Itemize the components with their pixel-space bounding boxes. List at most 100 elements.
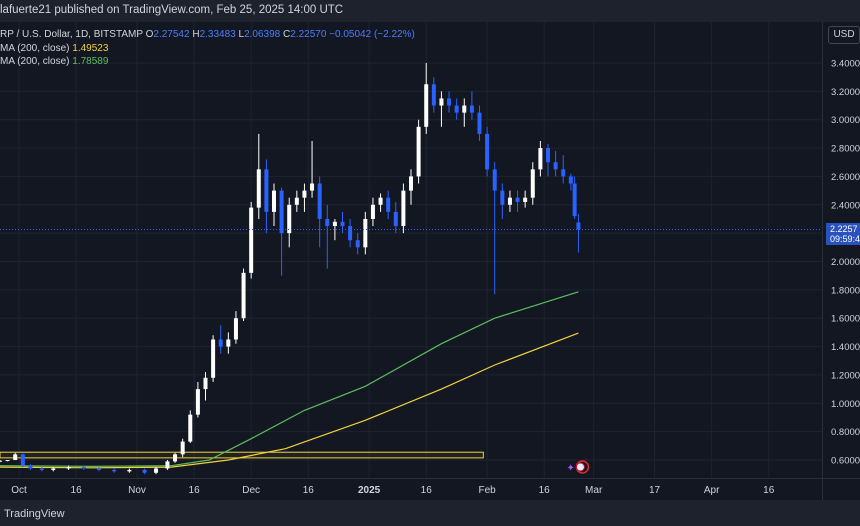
ma-green-legend[interactable]: MA (200, close) 1.78589: [0, 56, 108, 67]
candle-body[interactable]: [195, 389, 200, 415]
candle-body[interactable]: [325, 218, 330, 227]
candle-body[interactable]: [523, 197, 528, 202]
x-tick-label: 16: [303, 485, 315, 496]
candle-body[interactable]: [0, 460, 2, 462]
last-price-value: 2.2257: [830, 224, 858, 234]
candle-body[interactable]: [401, 190, 406, 227]
candle-body[interactable]: [485, 133, 490, 170]
candle-body[interactable]: [180, 441, 185, 455]
candle-body[interactable]: [492, 169, 497, 191]
candle-body[interactable]: [154, 468, 159, 473]
x-tick-label: 16: [763, 485, 775, 496]
us-flag-icon[interactable]: [575, 462, 585, 472]
candle-body[interactable]: [127, 469, 132, 472]
candle-body[interactable]: [439, 98, 444, 106]
candle-body[interactable]: [5, 460, 10, 461]
candle-body[interactable]: [142, 469, 147, 473]
candle-body[interactable]: [355, 240, 360, 248]
high-value: 2.33483: [199, 29, 236, 40]
candle-body[interactable]: [409, 176, 413, 191]
candle-body[interactable]: [66, 467, 71, 469]
ma-yellow-line[interactable]: [0, 332, 579, 469]
candle-body[interactable]: [279, 190, 284, 234]
candle-body[interactable]: [96, 468, 101, 470]
ma-yellow-legend[interactable]: MA (200, close) 1.49523: [0, 43, 108, 54]
candle-body[interactable]: [203, 377, 208, 390]
candle-body[interactable]: [165, 461, 170, 469]
candle-body[interactable]: [28, 465, 33, 469]
candle-body[interactable]: [287, 204, 292, 234]
candle-body[interactable]: [572, 183, 577, 217]
candle-body[interactable]: [340, 221, 345, 227]
candle-body[interactable]: [454, 105, 459, 113]
candle-body[interactable]: [348, 226, 353, 241]
y-tick-label: 1.2000: [831, 370, 860, 381]
x-tick-label: Nov: [128, 485, 146, 496]
ma-yellow-value: 1.49523: [72, 43, 109, 54]
candle-body[interactable]: [294, 197, 299, 205]
candle-body[interactable]: [332, 221, 337, 227]
x-tick-label: 16: [539, 485, 551, 496]
candle-body[interactable]: [233, 318, 238, 340]
candle-body[interactable]: [431, 84, 436, 106]
top-bar: [0, 0, 860, 22]
candle-body[interactable]: [112, 469, 117, 472]
candle-body[interactable]: [469, 105, 474, 113]
tradingview-logo: TradingView: [4, 508, 65, 520]
candle-body[interactable]: [462, 105, 467, 113]
candle-body[interactable]: [530, 169, 535, 198]
candle-body[interactable]: [424, 84, 429, 127]
candle-body[interactable]: [546, 148, 550, 163]
candle-body[interactable]: [363, 218, 368, 248]
ma-green-value: 1.78589: [72, 56, 109, 67]
currency-button[interactable]: USD: [828, 26, 860, 44]
dividend-spark-icon[interactable]: ✦: [566, 463, 574, 474]
candle-body[interactable]: [561, 169, 566, 177]
candle-body[interactable]: [188, 414, 193, 442]
price-chart[interactable]: 3.40003.20003.00002.80002.60002.40002.20…: [0, 22, 860, 500]
candle-body[interactable]: [568, 176, 573, 184]
y-tick-label: 2.4000: [831, 200, 860, 211]
candle-body[interactable]: [500, 190, 505, 205]
last-price-tag: 2.2257 09:59:4: [826, 223, 860, 245]
candle-body[interactable]: [370, 204, 375, 219]
candle-body[interactable]: [447, 98, 452, 106]
ma-green-line[interactable]: [0, 291, 579, 468]
published-line: lafuerte21 published on TradingView.com,…: [0, 4, 344, 16]
ma-yellow-label: MA (200, close): [0, 43, 70, 54]
candle-body[interactable]: [386, 197, 391, 212]
candle-body[interactable]: [302, 190, 307, 198]
candle-body[interactable]: [378, 197, 383, 205]
candle-body[interactable]: [576, 222, 581, 230]
x-tick-label: Feb: [478, 485, 496, 496]
change-value: −0.05042 (−2.22%): [329, 29, 415, 40]
candle-body[interactable]: [211, 339, 216, 378]
candle-body[interactable]: [538, 148, 543, 170]
candle-body[interactable]: [218, 339, 223, 347]
close-label: C: [283, 29, 291, 40]
candle-body[interactable]: [20, 454, 25, 466]
open-label: O: [145, 29, 154, 40]
candle-body[interactable]: [264, 169, 269, 212]
candle-body[interactable]: [226, 339, 231, 347]
candle-body[interactable]: [310, 183, 315, 191]
y-tick-label: 1.8000: [831, 285, 860, 296]
y-tick-label: 3.0000: [831, 115, 860, 126]
candle-body[interactable]: [241, 272, 246, 319]
candle-body[interactable]: [256, 169, 261, 208]
candle-body[interactable]: [317, 183, 322, 219]
candle-body[interactable]: [51, 468, 56, 470]
candle-body[interactable]: [272, 190, 276, 212]
candle-body[interactable]: [249, 207, 254, 273]
candle-body[interactable]: [393, 211, 398, 227]
candle-body[interactable]: [39, 468, 44, 470]
candle-body[interactable]: [173, 454, 178, 462]
candle-body[interactable]: [13, 454, 18, 460]
candle-body[interactable]: [507, 197, 512, 205]
candle-body[interactable]: [416, 126, 421, 177]
x-tick-label: Dec: [242, 485, 260, 496]
candle-body[interactable]: [553, 162, 558, 170]
candle-body[interactable]: [81, 467, 86, 469]
candle-body[interactable]: [477, 112, 482, 134]
candle-body[interactable]: [515, 197, 520, 202]
